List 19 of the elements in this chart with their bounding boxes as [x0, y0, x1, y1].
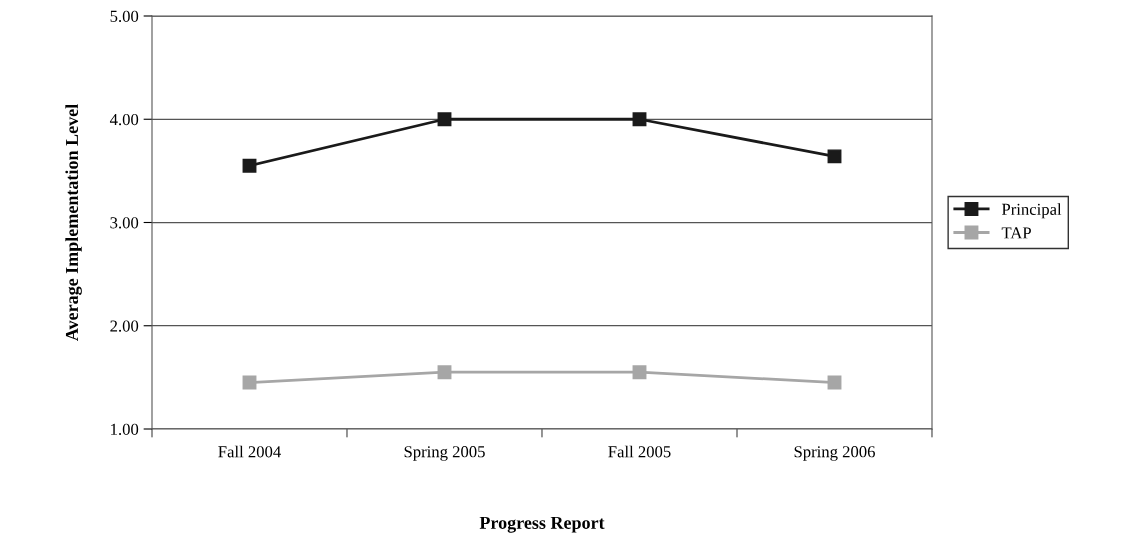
- point: [437, 365, 452, 380]
- x-tick-label: Fall 2005: [608, 445, 671, 458]
- x-tick-label: Spring 2005: [404, 446, 485, 461]
- legend-label: Principal: [1001, 203, 1062, 219]
- point: [242, 158, 257, 173]
- y-tick-label: 2.00: [110, 320, 139, 332]
- point: [437, 112, 452, 127]
- x-tick-label: Spring 2006: [794, 446, 875, 461]
- y-tick-label: 3.00: [110, 217, 139, 229]
- point: [632, 112, 647, 127]
- y-tick-label: 5.00: [110, 10, 139, 23]
- legend-label: TAP: [1001, 227, 1031, 239]
- point: [827, 149, 842, 164]
- y-tick-label: 4.00: [109, 113, 139, 126]
- point: [632, 365, 647, 380]
- x-axis-title: Progress Report: [479, 516, 605, 533]
- x-tick-label: Fall 2004: [218, 445, 281, 458]
- y-axis-title: Average Implementation Level: [65, 104, 82, 341]
- y-tick-label: 1.00: [111, 423, 139, 436]
